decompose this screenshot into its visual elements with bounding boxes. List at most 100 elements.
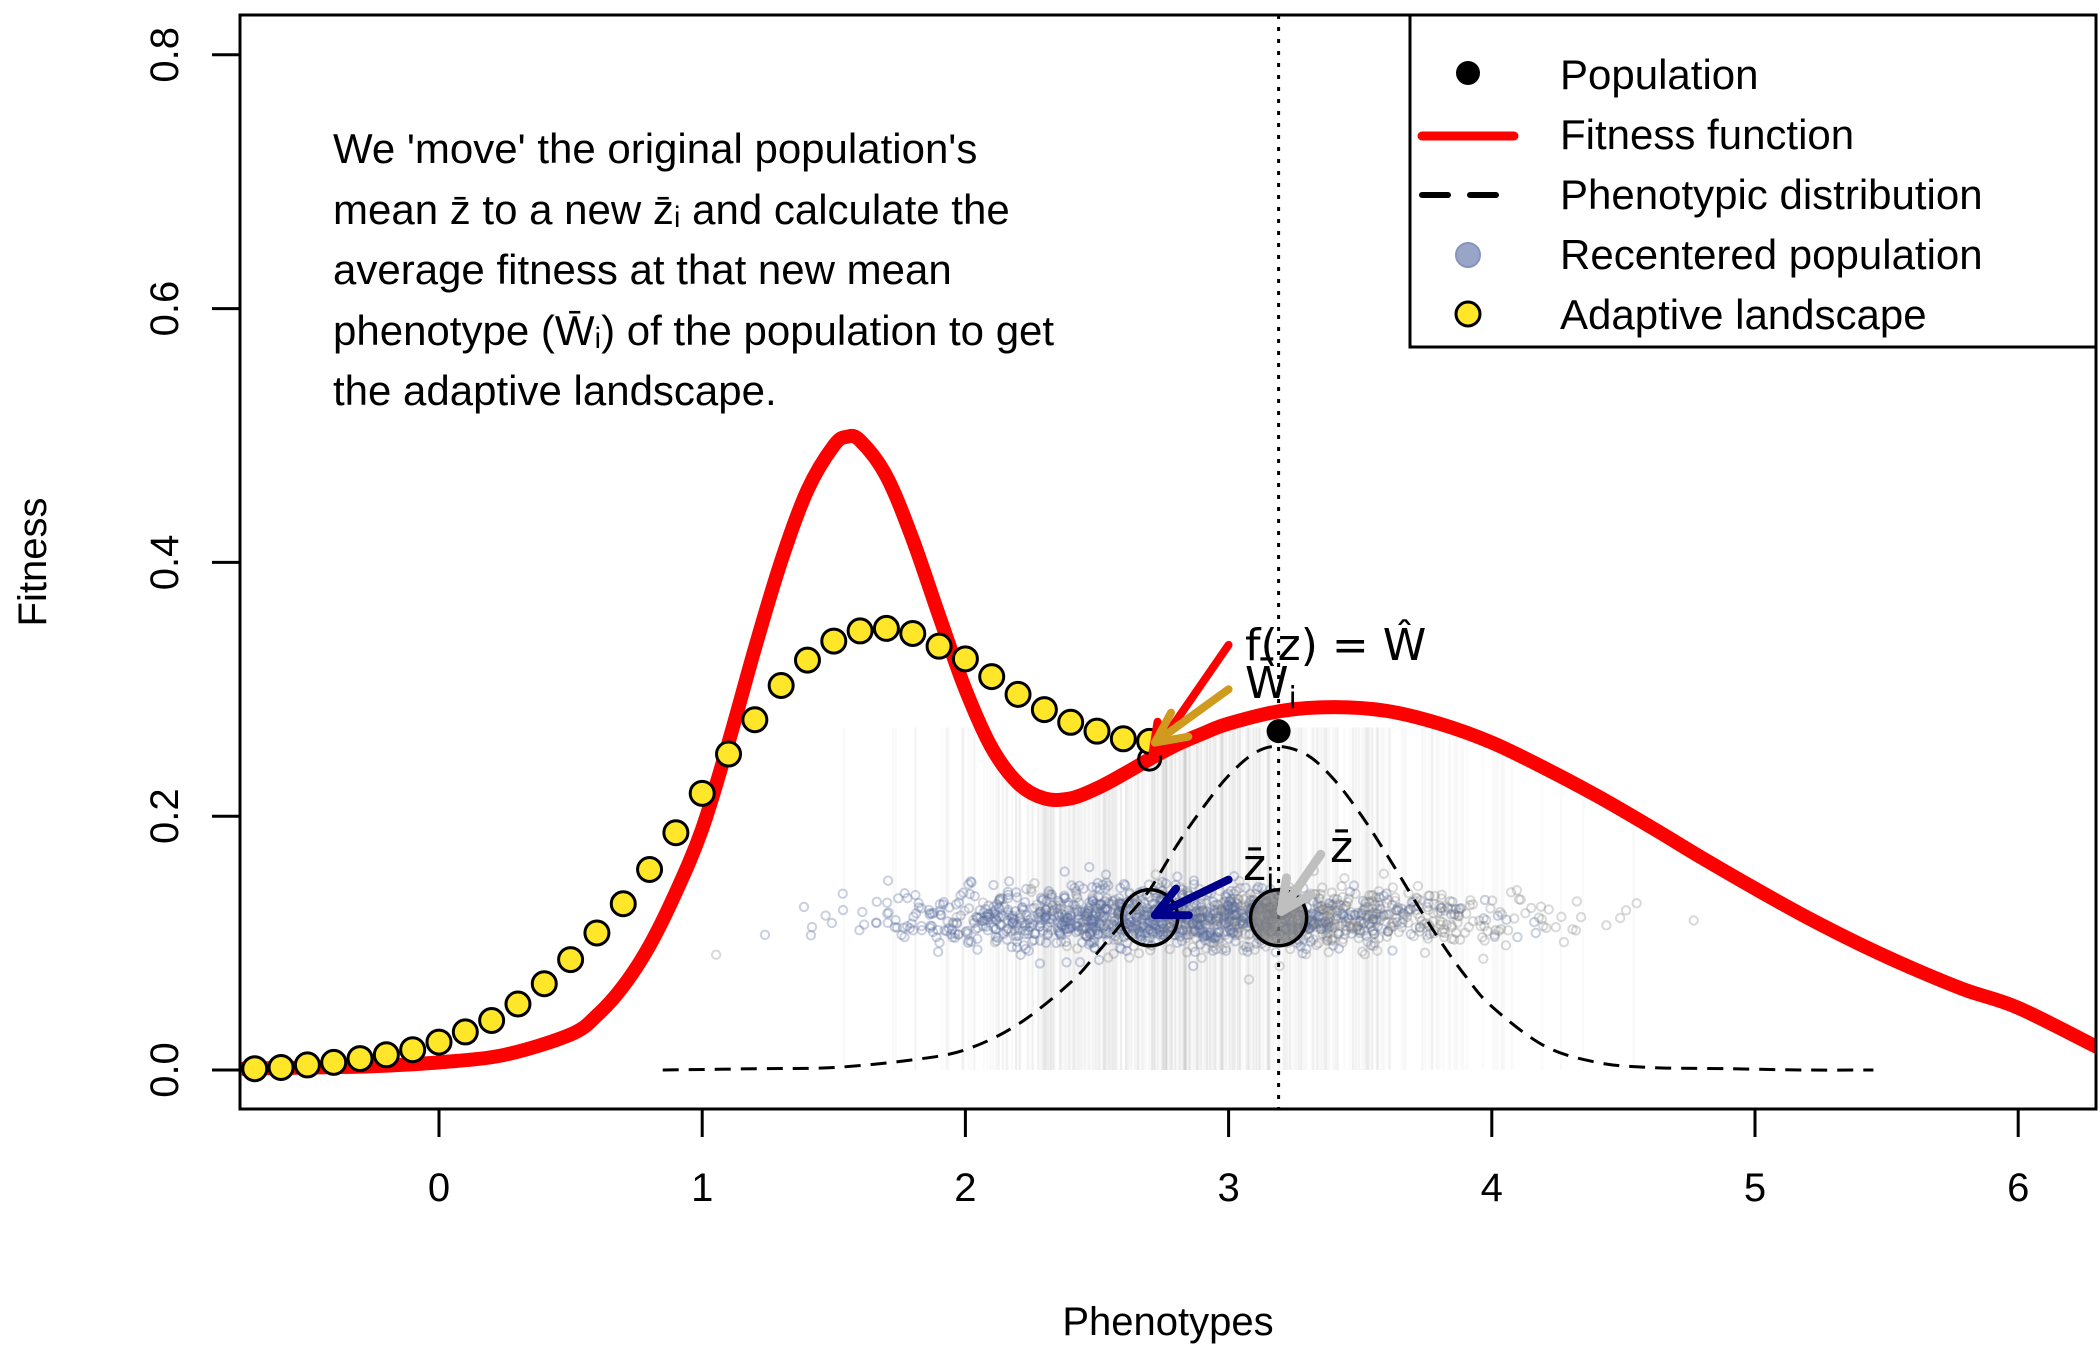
recentered-population-point — [1040, 904, 1051, 915]
recentered-population-point — [891, 922, 903, 933]
adaptive-landscape-point — [293, 1051, 321, 1079]
original-population-point — [1464, 900, 1476, 911]
recentered-population-point — [1103, 880, 1114, 891]
recentered-population-point — [968, 917, 980, 929]
original-population-point — [1352, 921, 1364, 932]
original-population-point — [1337, 891, 1348, 903]
original-population-point — [1245, 888, 1256, 900]
recentered-population-point — [1328, 940, 1339, 951]
original-population-point — [1500, 940, 1512, 951]
recentered-population-point — [1405, 904, 1416, 915]
population-point — [1266, 719, 1291, 744]
legend-label-population: Population — [1560, 51, 1759, 98]
original-population-point — [1323, 916, 1334, 928]
recentered-population-point — [1011, 892, 1023, 903]
original-population-point — [1215, 905, 1227, 916]
recentered-population-point — [1180, 929, 1191, 941]
original-population-point — [1212, 904, 1223, 915]
recentered-population-point — [1085, 899, 1096, 911]
recentered-population-point — [1142, 917, 1153, 929]
original-population-point — [1208, 937, 1220, 949]
original-population-point — [1370, 892, 1381, 903]
original-population-point — [1219, 918, 1230, 929]
recentered-population-point — [1194, 927, 1205, 938]
y-axis-title: Fitness — [11, 498, 55, 627]
original-population-point — [1063, 904, 1074, 916]
original-population-point — [1310, 921, 1321, 933]
original-population-point — [1013, 924, 1024, 936]
recentered-population-point — [1059, 915, 1070, 926]
recentered-population-point — [1082, 908, 1093, 919]
recentered-population-point — [1076, 906, 1087, 918]
original-population-point — [989, 937, 1001, 948]
recentered-population-point — [1083, 939, 1095, 950]
recentered-population-point — [990, 923, 1001, 935]
recentered-population-point — [1232, 907, 1243, 918]
recentered-population-point — [1192, 920, 1204, 931]
recentered-population-point — [1190, 906, 1202, 918]
original-population-point — [1337, 937, 1348, 948]
original-population-point — [1465, 895, 1476, 906]
original-population-point — [1367, 895, 1378, 907]
annotation-arrows — [1148, 640, 1326, 920]
original-population-point — [1330, 897, 1341, 909]
original-population-point — [1238, 945, 1249, 956]
recentered-population-point — [1237, 918, 1249, 930]
recentered-population-point — [1095, 900, 1106, 911]
original-population-point — [1486, 895, 1498, 906]
recentered-population-point — [1019, 897, 1031, 908]
recentered-population-point — [1087, 881, 1098, 893]
recentered-population-point — [1220, 917, 1232, 928]
recentered-population-point — [998, 928, 1009, 940]
recentered-population-point — [1024, 921, 1036, 933]
recentered-population-point — [1006, 941, 1017, 953]
recentered-population-point — [1112, 934, 1124, 945]
recentered-population-point — [926, 908, 938, 920]
recentered-population-point — [975, 912, 986, 923]
recentered-population-point — [1303, 932, 1314, 943]
recentered-population-point — [1147, 928, 1159, 940]
recentered-population-point — [1397, 908, 1409, 919]
recentered-population-point — [871, 896, 883, 908]
original-population-point — [1106, 918, 1117, 929]
recentered-population-point — [1024, 918, 1036, 929]
recentered-population-point — [1062, 926, 1073, 938]
recentered-population-point — [1374, 903, 1386, 914]
original-population-point — [1181, 932, 1192, 944]
recentered-population-point — [1137, 920, 1149, 931]
recentered-population-point — [981, 914, 992, 926]
recentered-population-point — [1074, 957, 1086, 968]
recentered-population-point — [1084, 861, 1095, 873]
original-population-point — [1315, 888, 1326, 900]
recentered-population-point — [955, 890, 966, 901]
original-population-point — [1147, 898, 1159, 909]
original-population-point — [1387, 921, 1398, 932]
recentered-population-point — [1209, 932, 1220, 943]
original-population-point — [1191, 913, 1203, 925]
recentered-population-point — [1121, 945, 1132, 956]
recentered-population-point — [1029, 928, 1040, 939]
recentered-population-point — [1157, 876, 1168, 888]
recentered-population-point — [1011, 936, 1023, 947]
original-population-point — [1082, 905, 1093, 916]
recentered-population-point — [1100, 883, 1111, 894]
recentered-population-point — [1098, 910, 1110, 922]
recentered-population-point — [1100, 903, 1111, 914]
original-population-point — [1571, 896, 1583, 907]
recentered-population-point — [1138, 920, 1149, 932]
original-population-point — [1366, 889, 1377, 901]
original-population-point — [1414, 922, 1425, 933]
original-population-point — [1324, 912, 1335, 923]
original-population-point — [1688, 915, 1699, 926]
original-population-point — [1229, 916, 1241, 927]
original-population-point — [1218, 896, 1229, 908]
adaptive-landscape-point — [1030, 696, 1058, 724]
mean-fitness-label: W̄i — [1245, 656, 1297, 716]
recentered-population-point — [1218, 913, 1229, 924]
original-population-point — [1360, 898, 1371, 909]
original-population-point — [1079, 908, 1091, 919]
recentered-population-point — [1256, 882, 1268, 894]
recentered-population-point — [1022, 928, 1034, 939]
original-population-point — [1354, 924, 1365, 936]
recentered-population-point — [1035, 914, 1046, 926]
